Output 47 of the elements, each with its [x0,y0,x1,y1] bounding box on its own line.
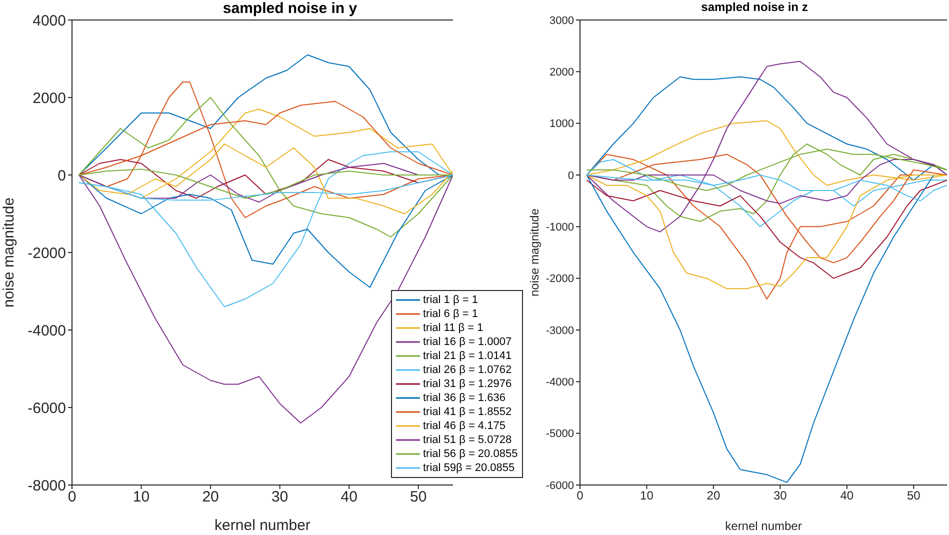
x-axis-title: kernel number [725,519,802,533]
chart-title: sampled noise in z [700,0,809,14]
x-tick-label: 40 [340,488,358,506]
legend-label: trial 21 β = 1.0141 [423,349,512,363]
x-axis-title: kernel number [214,517,310,534]
y-tick-label: -2000 [546,273,574,286]
y-tick-label: -5000 [546,428,574,440]
y-tick-label: -6000 [546,480,574,492]
legend-label: trial 51 β = 5.0728 [423,433,512,447]
x-tick-label: 20 [706,488,720,503]
y-tick-label: -8000 [28,477,66,494]
legend-label: trial 31 β = 1.2976 [423,377,512,391]
x-tick-label: 0 [576,488,584,503]
y-tick-label: 0 [58,167,66,184]
y-tick-label: 2000 [32,90,66,107]
y-tick-label: 0 [568,170,574,182]
legend-label: trial 6 β = 1 [423,307,478,321]
y-tick-label: 2000 [550,66,574,79]
y-tick-label: -6000 [28,400,66,417]
legend-label: trial 41 β = 1.8552 [423,405,512,419]
y-tick-label: 4000 [32,12,66,30]
y-tick-label: -4000 [546,376,574,389]
x-tick-label: 20 [202,488,219,506]
y-tick-label: -1000 [546,222,574,234]
chart-title: sampled noise in y [222,0,358,17]
x-tick-label: 30 [271,488,288,506]
x-tick-label: 10 [640,488,654,503]
y-tick-label: -3000 [546,324,574,337]
y-tick-label: 1000 [550,118,574,130]
legend-label: trial 26 β = 1.0762 [423,363,512,377]
y-tick-label: -4000 [28,322,66,340]
legend-label: trial 11 β = 1 [423,321,484,335]
legend-label: trial 36 β = 1.636 [423,391,506,405]
y-axis-title: noise magnitude [527,208,542,297]
x-tick-label: 50 [906,488,921,503]
x-tick-label: 10 [132,488,150,506]
x-tick-label: 50 [410,488,427,506]
legend-label: trial 46 β = 4.175 [423,419,506,433]
y-tick-label: 3000 [550,14,574,27]
legend-label: trial 1 β = 1 [423,293,478,307]
legend-label: trial 56 β = 20.0855 [423,447,518,461]
legend-label: trial 16 β = 1.0007 [423,335,512,349]
legend-label: trial 59β = 20.0855 [423,461,515,475]
x-tick-label: 30 [774,488,788,503]
y-tick-label: -2000 [28,244,66,262]
x-tick-label: 40 [840,488,854,503]
y-axis-title: noise magnitude [0,197,18,308]
